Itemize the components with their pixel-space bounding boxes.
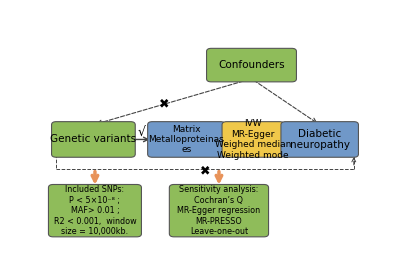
FancyBboxPatch shape	[52, 122, 135, 157]
Text: ✖: ✖	[159, 98, 170, 110]
FancyBboxPatch shape	[169, 184, 268, 237]
FancyBboxPatch shape	[222, 122, 284, 157]
FancyBboxPatch shape	[206, 48, 296, 82]
Text: √: √	[138, 126, 146, 139]
Text: IVW
MR-Egger
Weighed median
Weighted mode: IVW MR-Egger Weighed median Weighted mod…	[215, 119, 291, 160]
Text: ✖: ✖	[200, 164, 210, 177]
Text: Matrix
Metalloproteinas
es: Matrix Metalloproteinas es	[148, 125, 224, 154]
FancyBboxPatch shape	[48, 184, 142, 237]
FancyBboxPatch shape	[148, 122, 225, 157]
Text: Confounders: Confounders	[218, 60, 285, 70]
Text: Diabetic
neuropathy: Diabetic neuropathy	[290, 129, 350, 150]
Text: Genetic variants: Genetic variants	[50, 134, 136, 144]
Text: Sensitivity analysis:
Cochran’s Q
MR-Egger regression
MR-PRESSO
Leave-one-out: Sensitivity analysis: Cochran’s Q MR-Egg…	[177, 185, 260, 236]
Text: Included SNPs:
P < 5×10⁻⁸ ;
MAF> 0.01 ;
R2 < 0.001,  window
size = 10,000kb.: Included SNPs: P < 5×10⁻⁸ ; MAF> 0.01 ; …	[54, 185, 136, 236]
FancyBboxPatch shape	[281, 122, 358, 157]
